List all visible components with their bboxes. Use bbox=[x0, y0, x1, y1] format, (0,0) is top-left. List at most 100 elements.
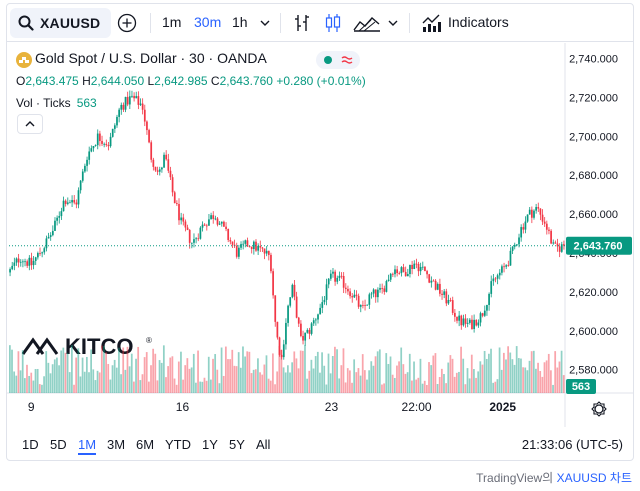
range-5d[interactable]: 5D bbox=[50, 437, 67, 452]
range-all[interactable]: All bbox=[256, 437, 271, 452]
candle-body bbox=[167, 159, 170, 171]
volume-bar bbox=[357, 368, 360, 393]
volume-bar bbox=[229, 359, 231, 393]
legend-title[interactable]: Gold Spot / U.S. Dollar · 30 · OANDA bbox=[35, 50, 267, 66]
x-tick-label: 22:00 bbox=[402, 400, 432, 414]
volume-bar bbox=[558, 361, 561, 393]
range-6m[interactable]: 6M bbox=[136, 437, 155, 452]
interval-1m[interactable]: 1m bbox=[162, 14, 182, 30]
candle-body bbox=[173, 192, 176, 204]
symbol-search-button[interactable]: XAUUSD bbox=[10, 8, 111, 38]
candle-body bbox=[503, 266, 505, 268]
gold-symbol-icon[interactable] bbox=[16, 52, 32, 68]
volume-bar bbox=[222, 375, 225, 393]
candle-body bbox=[37, 253, 39, 258]
collapse-legend-button[interactable] bbox=[17, 114, 43, 134]
volume-bar bbox=[195, 382, 197, 393]
candle-body bbox=[171, 177, 174, 193]
volume-bar bbox=[361, 354, 364, 393]
volume-bar bbox=[162, 345, 165, 393]
volume-bar bbox=[513, 364, 516, 393]
candle-body bbox=[276, 321, 279, 338]
range-1y[interactable]: 1Y bbox=[202, 437, 218, 452]
volume-bar bbox=[205, 380, 208, 393]
volume-bar bbox=[180, 351, 182, 393]
candle-body bbox=[118, 109, 120, 117]
volume-bar bbox=[199, 381, 202, 393]
candle-body bbox=[300, 323, 302, 336]
candle-body bbox=[362, 304, 364, 306]
range-1m[interactable]: 1M bbox=[78, 437, 97, 455]
candle-body bbox=[349, 291, 351, 297]
candle-body bbox=[32, 260, 35, 266]
volume-bar bbox=[113, 359, 116, 393]
attribution-link[interactable]: XAUUSD 차트 bbox=[556, 471, 632, 485]
price-chart[interactable]: 2,740.000 2,720.000 2,700.000 2,680.000 2,66… bbox=[7, 43, 633, 427]
volume-bar bbox=[158, 360, 161, 393]
volume-bar bbox=[287, 365, 289, 393]
range-ytd[interactable]: YTD bbox=[165, 437, 191, 452]
candles-style-icon[interactable] bbox=[323, 13, 343, 33]
candle-body bbox=[66, 202, 69, 204]
kitco-watermark-text: KITCO bbox=[65, 334, 133, 359]
candle-body bbox=[432, 280, 435, 282]
candle-body bbox=[468, 319, 471, 323]
gear-icon[interactable] bbox=[591, 401, 607, 417]
volume-bar bbox=[312, 368, 315, 393]
indicators-icon[interactable] bbox=[421, 13, 443, 33]
range-5y[interactable]: 5Y bbox=[229, 437, 245, 452]
volume-bar bbox=[96, 370, 99, 393]
interval-1h[interactable]: 1h bbox=[232, 14, 248, 30]
candle-body bbox=[218, 223, 221, 225]
market-status-pill[interactable] bbox=[316, 51, 360, 69]
candle-body bbox=[15, 258, 18, 263]
volume-bar bbox=[338, 378, 341, 393]
y-tick-label: 2,600.000 bbox=[569, 326, 618, 338]
chevron-down-icon[interactable] bbox=[259, 17, 271, 29]
volume-bar bbox=[109, 379, 112, 393]
indicators-button[interactable]: Indicators bbox=[448, 14, 509, 30]
y-tick-label: 2,620.000 bbox=[569, 287, 618, 299]
chart-clock[interactable]: 21:33:06 (UTC-5) bbox=[521, 437, 623, 452]
change-value: +0.280 (+0.01%) bbox=[276, 74, 366, 88]
current-volume-tag bbox=[566, 379, 596, 394]
volume-label[interactable]: Vol · Ticks bbox=[16, 96, 71, 110]
volume-bar bbox=[391, 374, 394, 393]
area-style-icon[interactable] bbox=[353, 13, 381, 33]
candle-body bbox=[197, 238, 200, 240]
volume-bar bbox=[378, 349, 381, 393]
volume-bar bbox=[393, 377, 396, 393]
candle-body bbox=[306, 329, 309, 333]
volume-bar bbox=[316, 351, 319, 393]
candle-body bbox=[291, 284, 294, 298]
y-tick-label: 2,740.000 bbox=[569, 54, 618, 66]
candle-body bbox=[460, 315, 463, 326]
volume-bar bbox=[135, 358, 137, 393]
candle-body bbox=[501, 266, 503, 273]
compare-add-icon[interactable] bbox=[117, 13, 137, 33]
chevron-down-icon[interactable] bbox=[387, 17, 399, 29]
volume-bar bbox=[468, 378, 471, 393]
x-tick-label: 2025 bbox=[489, 400, 516, 414]
interval-30m[interactable]: 30m bbox=[194, 14, 222, 30]
range-1d[interactable]: 1D bbox=[22, 437, 39, 452]
range-3m[interactable]: 3M bbox=[107, 437, 126, 452]
volume-bar bbox=[43, 376, 45, 393]
high-value: 2,644.050 bbox=[90, 74, 145, 88]
candle-body bbox=[201, 224, 204, 228]
volume-bar bbox=[145, 352, 148, 393]
candle-body bbox=[26, 261, 29, 266]
volume-bar bbox=[38, 384, 41, 393]
bar-style-icon[interactable] bbox=[292, 13, 312, 33]
candle-body bbox=[178, 204, 180, 221]
candle-body bbox=[169, 170, 172, 178]
candle-body bbox=[190, 242, 193, 244]
volume-bar bbox=[85, 356, 88, 393]
candle-body bbox=[409, 264, 411, 275]
candle-body bbox=[537, 207, 540, 209]
volume-bar bbox=[421, 383, 424, 393]
volume-bar bbox=[207, 356, 210, 393]
candle-body bbox=[297, 317, 300, 324]
candle-body bbox=[216, 218, 219, 225]
volume-bar bbox=[9, 345, 11, 393]
